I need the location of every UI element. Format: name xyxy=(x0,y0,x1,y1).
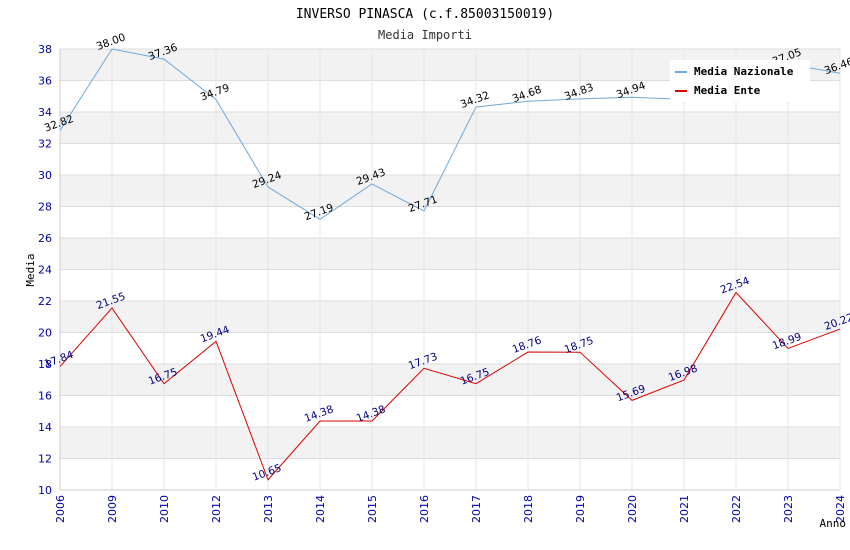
legend-box xyxy=(670,60,810,102)
y-tick-label: 24 xyxy=(38,264,52,277)
grid-band xyxy=(60,238,840,270)
x-tick-label: 2018 xyxy=(522,495,535,523)
grid-band xyxy=(60,427,840,459)
x-tick-label: 2010 xyxy=(158,495,171,523)
y-axis-ticks: 10 12 14 16 18 20 22 24 26 28 30 32 34 36 38 xyxy=(38,43,52,497)
y-tick-label: 14 xyxy=(38,421,52,434)
chart-title: INVERSO PINASCA (c.f.85003150019) xyxy=(296,7,554,22)
x-axis-ticks: 2006 2009 2010 2012 2013 2014 2015 2016 2017 2018… xyxy=(54,495,847,523)
y-tick-label: 22 xyxy=(38,295,52,308)
x-tick-label: 2019 xyxy=(574,495,587,523)
x-tick-label: 2009 xyxy=(106,495,119,523)
x-tick-label: 2021 xyxy=(678,495,691,523)
axes xyxy=(59,49,840,491)
y-tick-label: 12 xyxy=(38,453,52,466)
x-tick-label: 2014 xyxy=(314,495,327,523)
y-tick-label: 10 xyxy=(38,484,52,497)
y-tick-label: 38 xyxy=(38,43,52,56)
x-tick-label: 2016 xyxy=(418,495,431,523)
x-tick-label: 2015 xyxy=(366,495,379,523)
y-tick-label: 20 xyxy=(38,327,52,340)
x-tick-label: 2013 xyxy=(262,495,275,523)
x-tick-label: 2024 xyxy=(834,495,847,523)
y-axis-label: Media xyxy=(24,253,37,286)
x-axis-label: Anno xyxy=(820,517,847,530)
grid-band xyxy=(60,301,840,333)
grid-bands xyxy=(60,49,840,459)
y-tick-label: 32 xyxy=(38,138,52,151)
x-tick-label: 2012 xyxy=(210,495,223,523)
x-tick-label: 2022 xyxy=(730,495,743,523)
chart-subtitle: Media Importi xyxy=(378,28,472,42)
y-tick-label: 18 xyxy=(38,358,52,371)
x-tick-label: 2020 xyxy=(626,495,639,523)
x-tick-label: 2017 xyxy=(470,495,483,523)
legend: Media Nazionale Media Ente xyxy=(670,60,810,102)
y-tick-label: 26 xyxy=(38,232,52,245)
grid-band xyxy=(60,364,840,396)
y-tick-label: 16 xyxy=(38,390,52,403)
x-tick-label: 2023 xyxy=(782,495,795,523)
y-tick-label: 36 xyxy=(38,75,52,88)
x-tick-label: 2006 xyxy=(54,495,67,523)
y-tick-label: 28 xyxy=(38,201,52,214)
grid-band xyxy=(60,112,840,144)
y-tick-label: 34 xyxy=(38,106,52,119)
legend-label-ente: Media Ente xyxy=(694,84,761,97)
legend-label-nazionale: Media Nazionale xyxy=(694,65,794,78)
y-tick-label: 30 xyxy=(38,169,52,182)
series-line-ente xyxy=(59,291,841,481)
grid-band xyxy=(60,175,840,207)
